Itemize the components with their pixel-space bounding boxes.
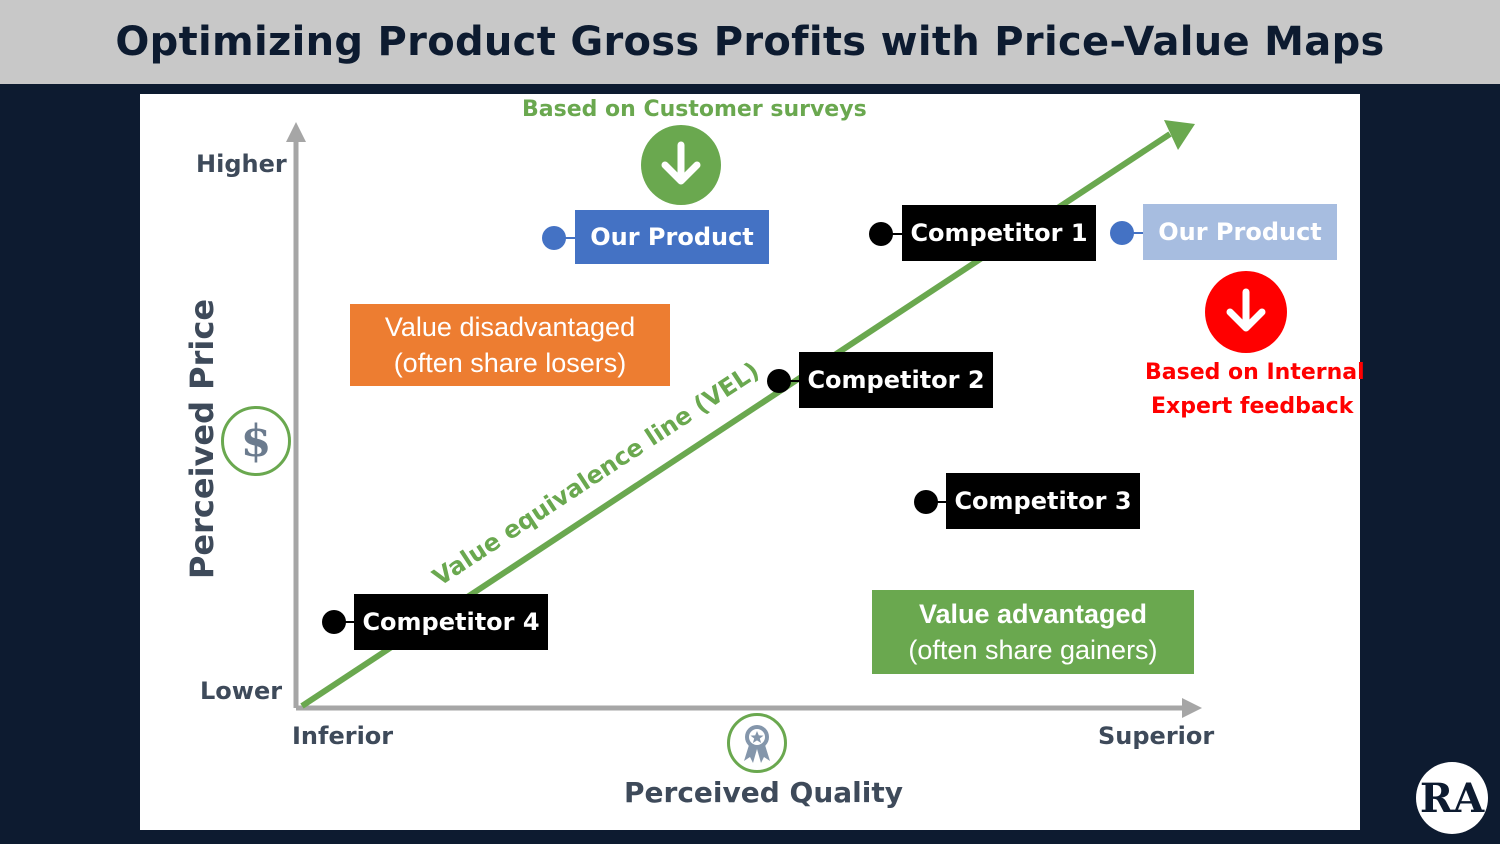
y-axis-title: Perceived Price (183, 298, 221, 580)
our-product-internal-marker (1110, 221, 1134, 245)
our-product-survey-label: Our Product (575, 210, 769, 264)
y-low-label: Lower (200, 677, 283, 705)
title-bar: Optimizing Product Gross Profits with Pr… (0, 0, 1500, 84)
competitor-2-label: Competitor 2 (799, 352, 993, 408)
y-high-label: Higher (196, 150, 287, 178)
our-product-survey-connector (564, 237, 575, 239)
ra-logo-text: RA (1419, 774, 1485, 822)
vel-arrowhead (1164, 120, 1195, 150)
competitor-2-marker (767, 369, 791, 393)
competitor-1-marker (869, 222, 893, 246)
diagram-panel: Higher Lower Inferior Superior Perceived… (140, 94, 1365, 830)
our-product-internal-label: Our Product (1143, 204, 1337, 260)
dollar-icon: $ (221, 406, 291, 476)
value-disadvantaged-line1: Value disadvantaged (384, 312, 636, 342)
value-advantaged-line1: Value advantaged (918, 599, 1148, 629)
value-advantaged-box: Value advantaged (often share gainers) (872, 590, 1194, 674)
x-axis-title: Perceived Quality (624, 776, 904, 809)
competitor-1-label: Competitor 1 (902, 205, 1096, 261)
competitor-4-label: Competitor 4 (354, 594, 548, 650)
competitor-4-connector (344, 621, 354, 623)
x-low-label: Inferior (292, 722, 394, 750)
internal-note-line1: Based on Internal (1145, 360, 1365, 385)
internal-note-line2: Expert feedback (1151, 394, 1354, 419)
value-advantaged-line2: (often share gainers) (908, 635, 1158, 665)
down-arrow-red-icon (1205, 271, 1287, 353)
survey-note: Based on Customer surveys (522, 97, 867, 122)
x-axis-arrowhead (1182, 698, 1202, 718)
our-product-internal-connector (1132, 232, 1143, 234)
competitor-3-marker (914, 490, 938, 514)
competitor-3-connector (936, 501, 946, 503)
value-disadvantaged-line2: (often share losers) (393, 348, 627, 378)
our-product-survey-marker (542, 226, 566, 250)
competitor-2-connector (789, 380, 799, 382)
award-ribbon-icon (727, 713, 787, 773)
competitor-1-connector (891, 233, 902, 235)
x-high-label: Superior (1098, 722, 1215, 750)
slide-title: Optimizing Product Gross Profits with Pr… (115, 19, 1385, 65)
y-axis-arrowhead (286, 122, 306, 142)
competitor-4-marker (322, 610, 346, 634)
dollar-glyph: $ (240, 415, 272, 467)
competitor-3-label: Competitor 3 (946, 473, 1140, 529)
down-arrow-green-icon (641, 125, 721, 205)
value-disadvantaged-box: Value disadvantaged (often share losers) (350, 304, 670, 386)
ra-logo: RA (1416, 762, 1488, 834)
